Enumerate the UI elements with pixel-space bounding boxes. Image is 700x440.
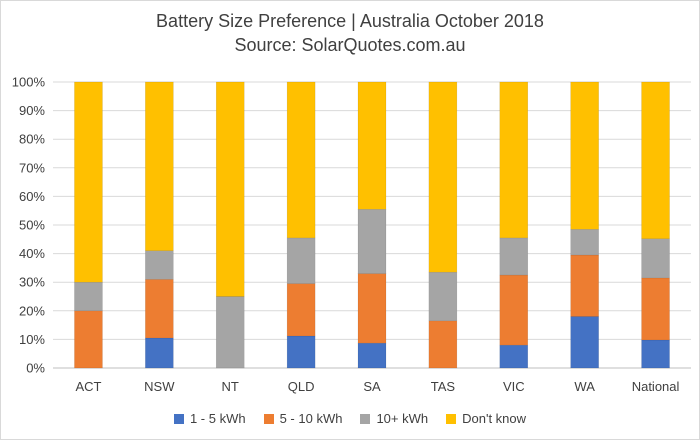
bar-segment-nsw-0 bbox=[145, 337, 174, 369]
bar-segment-sa-2 bbox=[357, 209, 387, 274]
x-tick-label: QLD bbox=[288, 379, 315, 394]
x-tick-label: National bbox=[632, 379, 680, 394]
bar-segment-wa-0 bbox=[570, 316, 599, 369]
x-tick-label: ACT bbox=[75, 379, 101, 394]
legend-item: 10+ kWh bbox=[360, 411, 428, 426]
bar-segment-act-2 bbox=[74, 281, 103, 312]
bar-segment-nsw-3 bbox=[145, 81, 174, 251]
legend-label: Don't know bbox=[462, 411, 527, 426]
bar-segment-nsw-1 bbox=[145, 279, 174, 339]
legend-label: 10+ kWh bbox=[376, 411, 429, 426]
bar-segment-national-2 bbox=[641, 238, 670, 279]
bar-segment-sa-1 bbox=[357, 273, 387, 344]
bar-segment-qld-0 bbox=[286, 335, 316, 369]
y-tick-label: 90% bbox=[19, 103, 45, 118]
legend: 1 - 5 kWh 5 - 10 kWh 10+ kWh Don't know bbox=[1, 411, 699, 426]
bar-segment-tas-3 bbox=[428, 81, 458, 273]
bar-segment-national-0 bbox=[641, 339, 670, 369]
bar-segment-nsw-2 bbox=[145, 250, 174, 280]
bar-segment-wa-1 bbox=[570, 254, 599, 317]
x-tick-label: NSW bbox=[144, 379, 175, 394]
bar-segment-nt-2 bbox=[215, 296, 245, 369]
bar-segment-qld-2 bbox=[286, 237, 316, 284]
y-tick-label: 80% bbox=[19, 132, 45, 147]
legend-item: 1 - 5 kWh bbox=[173, 411, 246, 426]
bar-segment-vic-2 bbox=[499, 237, 529, 276]
y-tick-label: 100% bbox=[12, 75, 46, 90]
bar-segment-vic-0 bbox=[499, 344, 529, 369]
bar-segment-wa-2 bbox=[570, 229, 599, 256]
bar-segment-qld-1 bbox=[286, 283, 316, 337]
y-tick-label: 60% bbox=[19, 189, 45, 204]
legend-item: Don't know bbox=[446, 411, 526, 426]
legend-swatch bbox=[446, 413, 457, 424]
bar-segment-national-3 bbox=[641, 81, 670, 239]
y-tick-label: 10% bbox=[19, 332, 45, 347]
x-tick-label: SA bbox=[363, 379, 381, 394]
bar-segment-sa-3 bbox=[357, 81, 387, 210]
bar-segment-vic-1 bbox=[499, 274, 529, 346]
x-tick-label: WA bbox=[574, 379, 595, 394]
legend-swatch bbox=[173, 413, 184, 424]
bar-segment-tas-2 bbox=[428, 271, 458, 322]
x-tick-label: NT bbox=[222, 379, 239, 394]
chart-subtitle: Source: SolarQuotes.com.au bbox=[234, 35, 466, 55]
y-tick-label: 0% bbox=[26, 361, 45, 376]
bar-segment-vic-3 bbox=[499, 81, 529, 239]
legend-label: 5 - 10 kWh bbox=[279, 411, 343, 426]
y-tick-label: 20% bbox=[19, 303, 45, 318]
legend-item: 5 - 10 kWh bbox=[263, 411, 343, 426]
y-tick-label: 50% bbox=[19, 218, 45, 233]
legend-swatch bbox=[360, 413, 371, 424]
y-tick-label: 40% bbox=[19, 246, 45, 261]
bar-segment-nt-3 bbox=[215, 81, 245, 297]
chart-title: Battery Size Preference | Australia Octo… bbox=[156, 11, 544, 31]
bar-segment-qld-3 bbox=[286, 81, 316, 239]
x-tick-label: TAS bbox=[431, 379, 456, 394]
bar-segment-wa-3 bbox=[570, 81, 599, 230]
bar-segment-national-1 bbox=[641, 277, 670, 341]
legend-swatch bbox=[263, 413, 274, 424]
y-tick-label: 30% bbox=[19, 275, 45, 290]
x-tick-label: VIC bbox=[503, 379, 525, 394]
bar-segment-sa-0 bbox=[357, 342, 387, 369]
bar-segment-act-1 bbox=[74, 310, 103, 369]
bar-segment-tas-1 bbox=[428, 320, 458, 369]
legend-label: 1 - 5 kWh bbox=[189, 411, 246, 426]
y-tick-label: 70% bbox=[19, 160, 45, 175]
bar-segment-act-3 bbox=[74, 81, 103, 283]
